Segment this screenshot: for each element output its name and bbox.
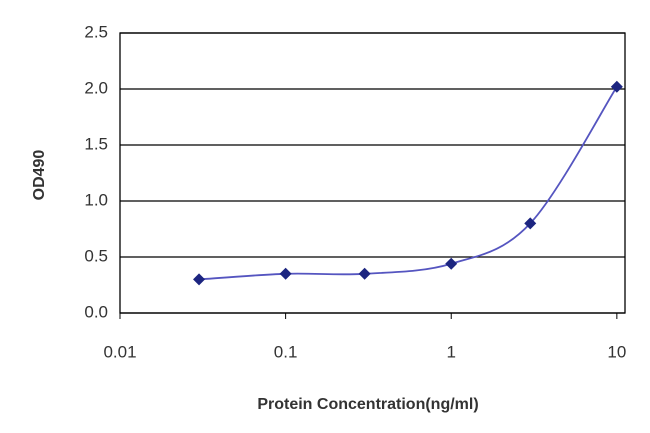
y-tick-label: 2.5	[84, 22, 108, 41]
data-point	[610, 80, 623, 93]
y-tick-label: 0.5	[84, 246, 108, 265]
x-tick-label: 10	[607, 342, 626, 361]
x-tick-label: 1	[446, 342, 455, 361]
y-axis-title: OD490	[31, 150, 48, 201]
fit-line	[198, 86, 618, 281]
plot-frame	[119, 32, 626, 314]
data-point	[358, 267, 371, 280]
x-tick-label: 0.1	[274, 342, 298, 361]
x-axis-title: Protein Concentration(ng/ml)	[257, 396, 478, 413]
x-tick-label: 0.01	[103, 342, 136, 361]
data-point	[524, 217, 537, 230]
y-tick-label: 0.0	[84, 302, 108, 321]
y-tick-label: 2.0	[84, 78, 108, 97]
data-point	[445, 257, 458, 270]
y-tick-label: 1.5	[84, 134, 108, 153]
data-point	[193, 273, 206, 286]
data-point	[279, 267, 292, 280]
y-tick-label: 1.0	[84, 190, 108, 209]
